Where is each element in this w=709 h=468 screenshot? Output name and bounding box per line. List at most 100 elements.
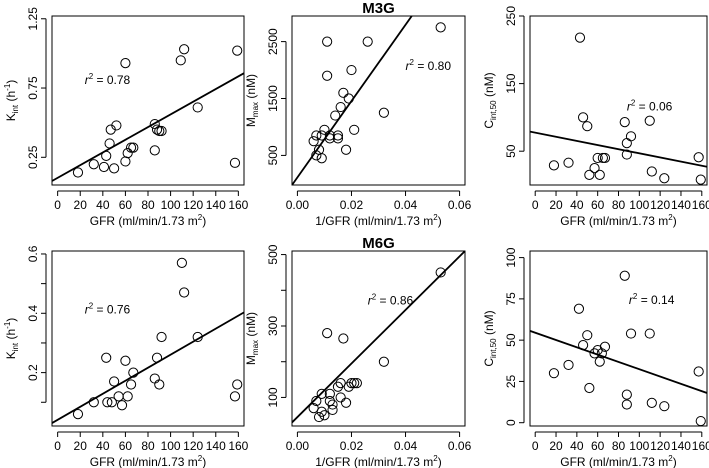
data-point xyxy=(128,142,139,153)
y-axis-title-sub: int xyxy=(11,104,20,113)
x-tick-label: 80 xyxy=(612,198,626,212)
y-axis-title-main: K xyxy=(4,113,18,121)
data-point xyxy=(149,145,160,156)
x-tick-label: 20 xyxy=(549,439,563,453)
r-squared-label: r2 = 0.14 xyxy=(629,292,675,307)
r-squared-symbol: r xyxy=(368,294,373,308)
data-point xyxy=(621,149,632,160)
regression-line xyxy=(292,251,465,424)
x-axis-title-sup: 2 xyxy=(433,213,438,222)
data-point xyxy=(122,391,133,402)
data-point xyxy=(659,401,670,412)
y-axis-title-main: M xyxy=(244,117,258,127)
r-squared-label: r2 = 0.86 xyxy=(368,293,414,308)
y-tick-label: 0.6 xyxy=(26,245,40,262)
data-point xyxy=(332,133,344,144)
y-tick-label: 1.25 xyxy=(26,7,40,31)
data-point xyxy=(109,376,120,387)
regression-line xyxy=(52,311,244,424)
r-squared-label: r2 = 0.80 xyxy=(406,58,452,73)
y-tick-label: 500 xyxy=(266,145,280,165)
x-tick-label: 40 xyxy=(570,439,584,453)
y-axis-title-sup: -1 xyxy=(3,83,12,91)
panel-m6g-kint: 0 20 40 60 80 100 120 140 160 0.2 0.4 0.6 GFR (ml/mi… xyxy=(3,245,249,468)
r-squared-symbol: r xyxy=(85,302,90,316)
y-tick-label: 0.4 xyxy=(26,305,40,322)
r-squared-value: = 0.14 xyxy=(637,293,674,307)
x-tick-label: 120 xyxy=(650,198,670,212)
x-tick-label: 120 xyxy=(183,439,203,453)
data-point xyxy=(346,64,357,76)
y-tick-label: 300 xyxy=(266,316,280,336)
r-squared-value: = 0.76 xyxy=(93,302,130,316)
data-point xyxy=(563,157,574,168)
y-axis-title-main: M xyxy=(244,355,258,365)
x-tick-label: 40 xyxy=(96,439,110,453)
data-point xyxy=(120,57,131,69)
y-tick-label: 50 xyxy=(504,144,518,158)
x-tick-label: 0.04 xyxy=(394,439,418,453)
plot-frame xyxy=(51,15,245,186)
x-axis-title-main: 1/GFR (ml/min/1.73 m xyxy=(315,214,433,228)
plot-frame xyxy=(529,250,708,427)
y-axis-title: Kint (h-1) xyxy=(3,318,20,360)
data-point xyxy=(599,152,611,164)
y-axis-title: Kint (h-1) xyxy=(3,80,20,122)
data-point xyxy=(578,340,589,351)
data-point xyxy=(313,411,325,423)
x-tick-label: 160 xyxy=(692,198,709,212)
data-point xyxy=(332,381,344,392)
data-point xyxy=(88,159,99,170)
group-title: M3G xyxy=(362,0,395,17)
x-tick-label: 0 xyxy=(532,198,539,212)
data-point xyxy=(88,397,99,408)
data-point xyxy=(322,36,333,47)
data-point xyxy=(335,392,346,403)
y-tick-label: 150 xyxy=(504,73,518,93)
data-point xyxy=(340,397,352,408)
x-tick-label: 120 xyxy=(650,439,670,453)
x-tick-label: 20 xyxy=(549,198,563,212)
x-tick-label: 40 xyxy=(96,198,110,212)
data-point xyxy=(378,356,390,367)
data-point xyxy=(232,379,243,390)
data-point xyxy=(338,87,349,98)
x-axis-title-tail: ) xyxy=(673,214,677,228)
data-point xyxy=(192,102,203,113)
data-point xyxy=(319,124,330,135)
x-axis-title-sup: 2 xyxy=(198,454,203,463)
data-point xyxy=(179,287,190,298)
y-axis-title-sub: int,50 xyxy=(489,338,498,358)
y-tick-label: 50 xyxy=(504,333,518,347)
r-squared-symbol: r xyxy=(85,73,90,87)
data-point xyxy=(574,32,586,43)
data-point xyxy=(151,124,163,135)
data-point xyxy=(625,328,637,339)
x-axis-title-main: GFR (ml/min/1.73 m xyxy=(560,455,668,468)
y-axis-title-end: ) xyxy=(4,318,18,322)
data-point xyxy=(125,142,137,153)
data-point xyxy=(340,144,352,155)
x-axis-title-tail: ) xyxy=(202,214,206,228)
y-tick-label: 0.25 xyxy=(26,145,40,169)
data-point xyxy=(72,167,84,178)
data-point xyxy=(582,330,593,341)
data-point xyxy=(644,328,655,339)
data-point xyxy=(154,125,165,137)
x-tick-label: 140 xyxy=(206,439,226,453)
x-axis-title-main: 1/GFR (ml/min/1.73 m xyxy=(315,455,433,468)
x-axis-title: GFR (ml/min/1.73 m2) xyxy=(560,454,676,468)
r-squared-label: r2 = 0.06 xyxy=(627,99,673,114)
regression-line xyxy=(292,16,413,185)
data-point xyxy=(597,152,608,164)
y-axis-title-tail: (nM) xyxy=(244,74,258,102)
y-tick-label: 25 xyxy=(504,374,518,388)
data-point xyxy=(316,388,327,399)
data-point xyxy=(101,150,112,162)
data-point xyxy=(229,157,241,168)
r-squared-value: = 0.80 xyxy=(414,59,451,73)
data-point xyxy=(693,152,704,163)
data-point xyxy=(594,356,605,367)
data-point xyxy=(120,355,131,366)
